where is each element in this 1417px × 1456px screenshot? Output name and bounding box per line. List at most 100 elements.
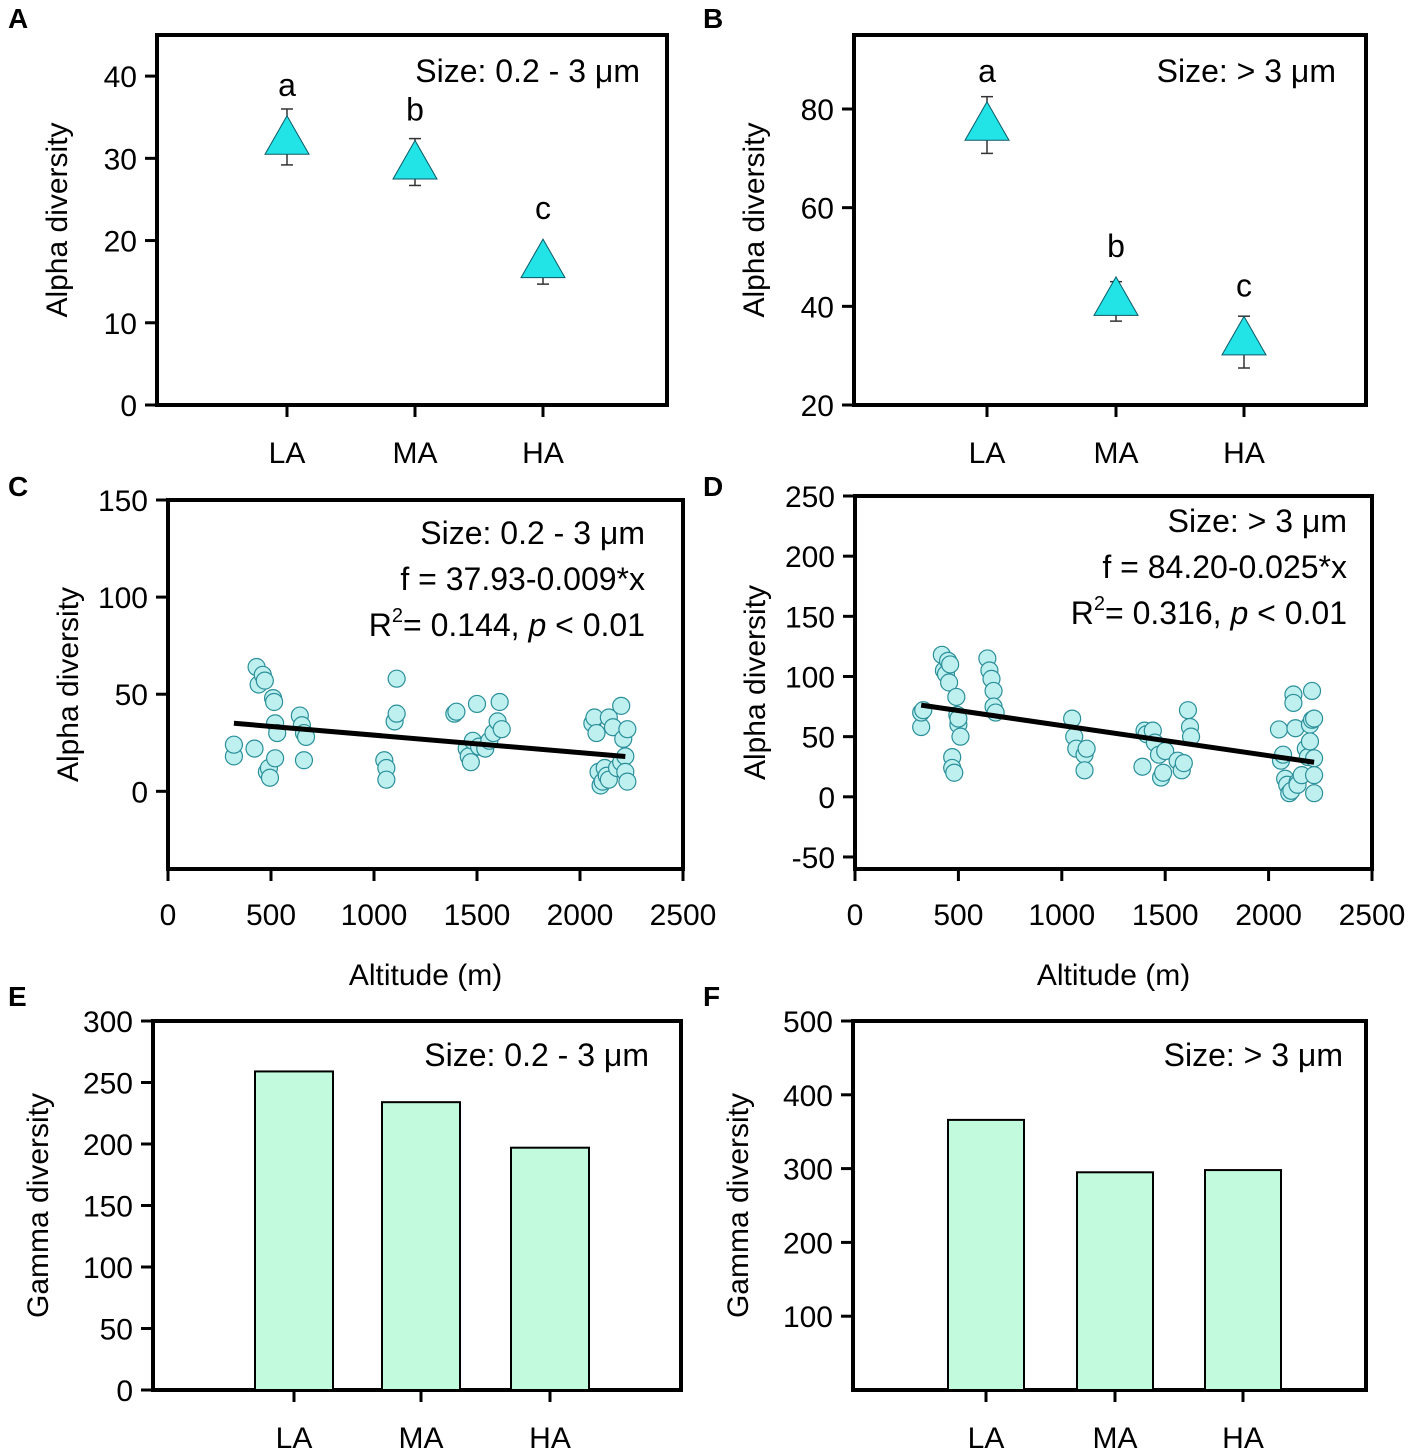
panel-letter: F [703,981,720,1012]
panel-letter: C [8,471,28,502]
x-tick-label: LA [968,1422,1005,1455]
y-axis-title: Alpha diversity [52,587,85,782]
data-point [1302,681,1322,701]
data-point [1077,739,1096,758]
data-point [612,696,631,715]
bar-ha [1204,1169,1282,1392]
data-point [951,727,970,746]
y-tick-label: 100 [785,661,835,694]
x-tick-label: 1500 [1132,899,1199,932]
triangle-marker-ma [1093,275,1139,316]
y-tick-label: 40 [104,61,137,94]
data-point [1304,709,1324,728]
x-tick-label: 1000 [1028,899,1095,932]
y-tick-label: 30 [104,143,137,176]
data-point [1178,701,1198,720]
bar-ma [1076,1171,1154,1392]
x-tick-label: 0 [847,899,864,932]
y-axis-title: Gamma diversity [22,1093,55,1318]
bar-ha [510,1146,590,1391]
y-tick-label: 100 [83,1252,133,1285]
y-tick-label: 80 [801,94,834,127]
y-tick-label: 0 [116,1375,133,1408]
panel-e: E 0 50 100 150 200 250 300 Gamma diversity Size: … [8,981,683,1455]
data-point [224,735,244,754]
x-tick-label: LA [276,1422,313,1455]
plot-frame [155,33,669,407]
panel-letter: D [703,471,723,502]
x-tick-label: HA [529,1422,571,1455]
x-tick-label: 2000 [547,899,614,932]
data-point [941,655,960,674]
x-tick-label: HA [1222,1422,1264,1455]
size-label: Size: 0.2 - 3 μm [424,1037,649,1073]
data-point [945,763,964,782]
y-axis-title: Alpha diversity [41,122,74,317]
triangle-marker-ha [1221,315,1267,356]
panel-letter: A [8,3,28,34]
significance-letter: b [1107,228,1125,264]
data-point [447,702,466,721]
triangle-marker-la [264,114,310,155]
x-tick-label: 0 [160,899,177,932]
x-tick-label: MA [399,1422,444,1455]
p-letter: p [1229,595,1248,631]
regression-line [920,702,1315,765]
y-tick-label: 0 [131,776,148,809]
y-tick-label: 0 [818,782,835,815]
y-tick-label: 60 [801,193,834,226]
p-value: < 0.01 [1248,595,1347,631]
r-superscript: 2 [392,605,403,627]
y-tick-label: -50 [792,842,835,875]
equation-label: f = 84.20-0.025*x [1102,549,1347,585]
y-tick-label: 0 [120,390,137,423]
y-axis-title: Alpha diversity [738,122,771,317]
r-value: = 0.144, [403,607,528,643]
plot-frame [852,33,1368,407]
y-axis-title: Alpha diversity [739,585,772,780]
significance-letter: b [406,91,424,127]
data-point [1304,749,1324,768]
x-tick-label: MA [1094,437,1139,470]
data-point [255,671,274,690]
data-point [1075,761,1094,780]
significance-letter: c [535,190,551,226]
data-point [1133,757,1152,776]
data-point [245,739,264,758]
size-label: Size: 0.2 - 3 μm [415,53,640,89]
data-point [1300,732,1320,751]
y-tick-label: 100 [783,1301,833,1334]
panel-d: D -50 0 50 100 150 200 250 Alpha diversity Size: … [703,471,1405,992]
p-letter: p [527,607,546,643]
y-tick-label: 100 [98,582,148,615]
data-point [618,772,637,791]
data-point [467,694,487,714]
bar-la [254,1070,334,1392]
triangle-marker-ma [392,139,438,180]
significance-letter: c [1236,267,1252,303]
x-tick-label: 2500 [650,899,717,932]
y-tick-label: 150 [785,601,835,634]
y-tick-label: 50 [115,679,148,712]
data-point [264,692,284,712]
x-tick-label: 1000 [341,899,408,932]
x-tick-label: MA [393,437,438,470]
plot-frame [166,498,685,871]
x-tick-label: 500 [933,899,983,932]
x-tick-label: 2500 [1339,899,1406,932]
y-tick-label: 150 [98,485,148,518]
y-tick-label: 250 [785,481,835,514]
triangle-marker-ha [520,238,566,279]
y-tick-label: 50 [802,722,835,755]
y-tick-label: 300 [783,1154,833,1187]
r-squared-label: R2= 0.316, p < 0.01 [1071,593,1347,631]
data-point [260,768,280,787]
y-tick-label: 200 [83,1129,133,1162]
data-point [490,692,509,712]
y-tick-label: 150 [83,1191,133,1224]
data-point [1284,693,1303,713]
data-point [387,669,406,688]
data-point [939,673,959,692]
data-point [587,723,606,743]
